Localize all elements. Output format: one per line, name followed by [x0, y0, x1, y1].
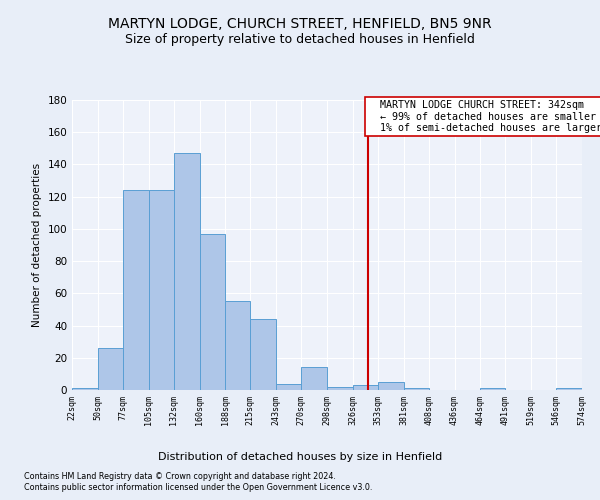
Bar	[250, 319, 276, 390]
Bar	[353, 385, 378, 390]
Bar	[199, 234, 226, 390]
Bar	[327, 387, 353, 390]
Text: MARTYN LODGE CHURCH STREET: 342sqm
  ← 99% of detached houses are smaller (518)
: MARTYN LODGE CHURCH STREET: 342sqm ← 99%…	[368, 100, 600, 133]
Bar	[481, 388, 505, 390]
Bar	[378, 382, 404, 390]
Bar	[173, 153, 199, 390]
Text: Distribution of detached houses by size in Henfield: Distribution of detached houses by size …	[158, 452, 442, 462]
Text: Size of property relative to detached houses in Henfield: Size of property relative to detached ho…	[125, 32, 475, 46]
Text: Contains HM Land Registry data © Crown copyright and database right 2024.: Contains HM Land Registry data © Crown c…	[24, 472, 336, 481]
Bar	[301, 368, 327, 390]
Text: MARTYN LODGE, CHURCH STREET, HENFIELD, BN5 9NR: MARTYN LODGE, CHURCH STREET, HENFIELD, B…	[108, 18, 492, 32]
Bar	[149, 190, 173, 390]
Bar	[98, 348, 123, 390]
Bar	[404, 388, 428, 390]
Text: Contains public sector information licensed under the Open Government Licence v3: Contains public sector information licen…	[24, 484, 373, 492]
Bar	[226, 302, 250, 390]
Bar	[556, 388, 582, 390]
Bar	[123, 190, 149, 390]
Bar	[276, 384, 301, 390]
Y-axis label: Number of detached properties: Number of detached properties	[32, 163, 42, 327]
Bar	[72, 388, 98, 390]
